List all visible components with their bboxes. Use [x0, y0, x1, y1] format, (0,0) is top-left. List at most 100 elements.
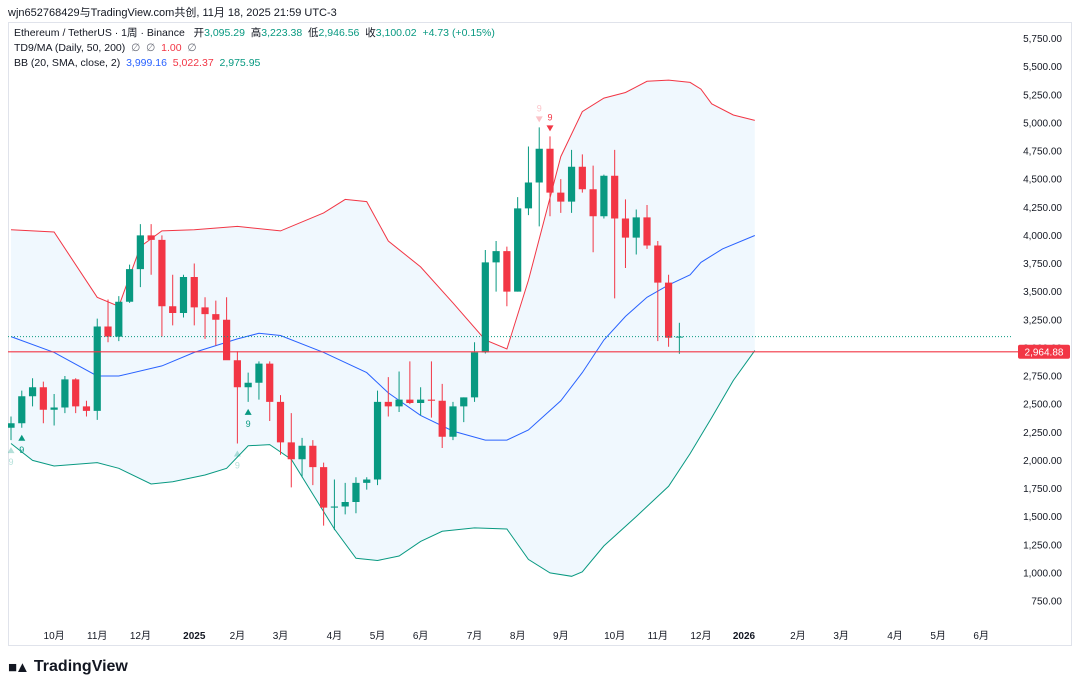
- candle-body: [373, 401, 382, 480]
- candle[interactable]: [72, 378, 80, 414]
- bb-band-fill: [11, 80, 755, 577]
- candle[interactable]: [18, 390, 26, 428]
- candle[interactable]: [535, 127, 543, 227]
- candle[interactable]: [524, 146, 533, 216]
- candle[interactable]: [147, 224, 155, 275]
- candle[interactable]: [460, 397, 468, 423]
- candle-body: [28, 387, 37, 397]
- candle[interactable]: [28, 378, 37, 407]
- candle[interactable]: [664, 274, 673, 347]
- candle[interactable]: [50, 394, 58, 426]
- candle[interactable]: [169, 274, 177, 326]
- candle-body: [169, 306, 177, 313]
- candle[interactable]: [115, 296, 123, 342]
- candle[interactable]: [427, 361, 436, 418]
- candle[interactable]: [643, 205, 651, 249]
- legend-bb-row[interactable]: BB (20, SMA, close, 2) 3,999.16 5,022.37…: [14, 56, 495, 71]
- candle[interactable]: [406, 361, 414, 405]
- candle[interactable]: [330, 479, 338, 531]
- candle-body: [503, 251, 511, 292]
- candle[interactable]: [654, 241, 662, 342]
- candle[interactable]: [244, 372, 252, 402]
- candle-body: [276, 401, 285, 443]
- candle-body: [158, 239, 166, 307]
- candle-body: [395, 399, 403, 407]
- candle[interactable]: [201, 297, 209, 339]
- candle[interactable]: [158, 235, 166, 337]
- candle[interactable]: [93, 318, 101, 420]
- legend-td9-title: TD9/MA (Daily, 50, 200): [14, 42, 126, 54]
- tradingview-logo[interactable]: ■▲ TradingView: [8, 658, 128, 676]
- candle[interactable]: [546, 136, 554, 217]
- candle[interactable]: [514, 197, 522, 292]
- legend-td9-row[interactable]: TD9/MA (Daily, 50, 200) ∅ ∅ 1.00 ∅: [14, 41, 495, 56]
- legend-td9-val2: ∅: [146, 42, 156, 54]
- candle[interactable]: [621, 199, 630, 268]
- candle[interactable]: [39, 381, 47, 424]
- candle-body: [406, 399, 414, 403]
- candle[interactable]: [352, 477, 360, 514]
- candle[interactable]: [567, 149, 576, 213]
- candle[interactable]: [503, 246, 511, 307]
- candle[interactable]: [449, 401, 457, 441]
- bb-lower-line[interactable]: [10, 350, 756, 577]
- x-tick-label: 11月: [648, 630, 668, 642]
- candle[interactable]: [384, 377, 392, 417]
- candle[interactable]: [233, 351, 241, 444]
- legend-low-label: 低: [308, 27, 319, 39]
- candle[interactable]: [632, 209, 640, 255]
- candle-body: [341, 502, 349, 507]
- candle-body: [50, 407, 58, 410]
- candle[interactable]: [212, 300, 220, 346]
- candle[interactable]: [255, 361, 263, 400]
- candle-body: [61, 379, 69, 408]
- candle-body: [546, 148, 554, 193]
- candle[interactable]: [276, 395, 285, 455]
- candle[interactable]: [223, 297, 231, 361]
- chart-frame[interactable]: [8, 22, 1072, 646]
- legend-symbol[interactable]: Ethereum / TetherUS · 1周 · Binance: [14, 27, 185, 39]
- td9-buy-count: 9: [235, 461, 240, 471]
- candle[interactable]: [417, 387, 425, 416]
- td9-sell-count: 9: [547, 112, 552, 122]
- candle[interactable]: [363, 477, 371, 490]
- y-tick-label: 2,750.00: [1023, 372, 1062, 383]
- candle[interactable]: [190, 263, 198, 326]
- candle[interactable]: [61, 376, 69, 414]
- candle[interactable]: [82, 400, 91, 417]
- candle[interactable]: [125, 264, 134, 303]
- candle[interactable]: [481, 250, 489, 354]
- candle[interactable]: [395, 371, 403, 413]
- candle[interactable]: [287, 413, 295, 488]
- candle-body: [104, 326, 112, 337]
- candle-body: [212, 314, 220, 320]
- candle[interactable]: [578, 154, 586, 193]
- candle[interactable]: [136, 224, 144, 288]
- candle[interactable]: [309, 440, 317, 486]
- candle[interactable]: [373, 390, 382, 486]
- candle-body: [664, 282, 673, 338]
- candle[interactable]: [492, 241, 500, 292]
- candle[interactable]: [104, 299, 112, 343]
- candle-body: [363, 479, 371, 483]
- candle-body: [190, 277, 198, 308]
- candle-body: [72, 379, 80, 407]
- candle[interactable]: [341, 482, 349, 515]
- candle[interactable]: [320, 462, 328, 526]
- candle-body: [147, 235, 155, 240]
- candle-body: [417, 399, 425, 403]
- candle[interactable]: [7, 416, 15, 441]
- candle[interactable]: [179, 274, 188, 318]
- candle[interactable]: [611, 149, 619, 299]
- candle[interactable]: [438, 383, 446, 448]
- candle[interactable]: [266, 361, 274, 421]
- candle[interactable]: [557, 179, 565, 213]
- candle[interactable]: [298, 437, 306, 478]
- candle[interactable]: [589, 165, 597, 253]
- candle-body: [330, 506, 338, 508]
- candle[interactable]: [600, 174, 608, 219]
- candle[interactable]: [675, 322, 683, 354]
- td9-buy-arrow: [18, 434, 26, 441]
- candle-body: [266, 363, 274, 402]
